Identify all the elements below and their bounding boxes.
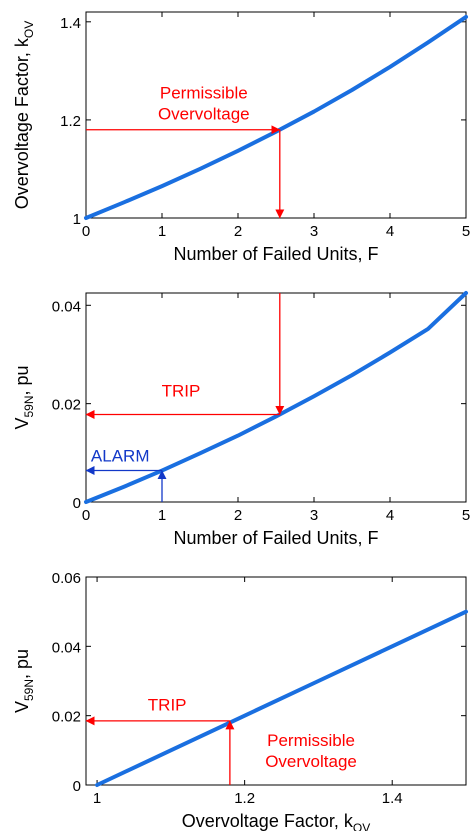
annotation-permissible: Permissible — [267, 731, 355, 750]
x-tick-label: 2 — [234, 507, 242, 524]
y-axis-label-subscript: 59N — [22, 396, 36, 418]
x-tick-label: 0 — [82, 223, 90, 240]
y-tick-label: 0.04 — [52, 298, 81, 315]
y-tick-label: 0.06 — [52, 570, 81, 587]
x-axis-label-main: Overvoltage Factor, k — [182, 811, 354, 831]
y-tick-label: 0.02 — [52, 709, 81, 726]
series-line-1 — [95, 609, 468, 787]
y-tick-label: 1 — [73, 211, 81, 228]
x-axis-label: Number of Failed Units, F — [173, 528, 378, 548]
x-tick-label: 1 — [158, 507, 166, 524]
series-line-1 — [84, 291, 468, 504]
annotation-trip: TRIP — [162, 381, 201, 400]
y-axis-label-subscript: OV — [22, 21, 36, 38]
x-tick-label: 0 — [82, 507, 90, 524]
series-line-1 — [84, 14, 468, 220]
chart-panel-2: 0 1 2 3 4 5 0 0.02 0.04 Number of Failed Units, F… — [12, 291, 470, 548]
x-tick-label: 3 — [310, 507, 318, 524]
y-axis-label-subscript: 59N — [22, 679, 36, 701]
x-tick-label: 4 — [386, 507, 394, 524]
y-axis-label-main: V — [12, 418, 32, 430]
y-axis-label: Overvoltage Factor, kOV — [12, 21, 36, 209]
y-axis-label: V59N, pu — [12, 365, 36, 429]
x-axis-label-subscript: OV — [353, 821, 370, 831]
y-axis-label-tail: , pu — [12, 649, 32, 679]
chart-panel-3: 1 1.2 1.4 0 0.02 0.04 0.06 Overvoltage Factor, … — [12, 570, 468, 831]
y-axis-label: V59N, pu — [12, 649, 36, 713]
y-tick-label: 1.2 — [60, 113, 81, 130]
plot-frame — [85, 576, 467, 786]
x-tick-label: 4 — [386, 223, 394, 240]
plot-frame — [85, 292, 467, 503]
annotation-permissible: Permissible — [160, 83, 248, 102]
y-tick-label: 1.4 — [60, 15, 81, 32]
x-axis-label: Number of Failed Units, F — [173, 244, 378, 264]
x-tick-label: 3 — [310, 223, 318, 240]
x-tick-label: 1 — [93, 790, 101, 807]
x-tick-label: 2 — [234, 223, 242, 240]
annotation-overvoltage: Overvoltage — [158, 104, 250, 123]
y-axis-label-tail: , pu — [12, 365, 32, 395]
y-axis-label-main: Overvoltage Factor, k — [12, 37, 32, 209]
y-axis-label-main: V — [12, 701, 32, 713]
y-tick-label: 0.02 — [52, 397, 81, 414]
x-tick-label: 1 — [158, 223, 166, 240]
x-tick-label: 1.2 — [234, 790, 255, 807]
y-tick-label: 0 — [73, 495, 81, 512]
x-tick-label: 5 — [462, 223, 470, 240]
annotation-overvoltage: Overvoltage — [265, 752, 357, 771]
y-tick-label: 0.04 — [52, 639, 81, 656]
x-axis-label: Overvoltage Factor, kOV — [182, 811, 370, 831]
x-tick-label: 5 — [462, 507, 470, 524]
y-tick-label: 0 — [73, 778, 81, 795]
annotation-trip: TRIP — [148, 695, 187, 714]
x-tick-label: 1.4 — [382, 790, 403, 807]
plot-frame — [85, 11, 467, 219]
annotation-alarm: ALARM — [91, 447, 150, 466]
